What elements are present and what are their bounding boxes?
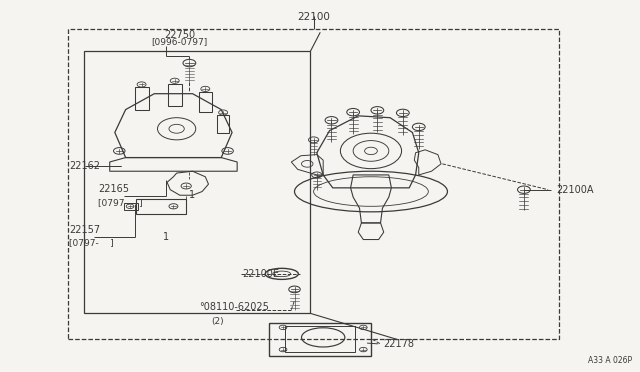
Text: 22178: 22178 [384, 339, 415, 349]
Text: 22100A: 22100A [556, 185, 593, 195]
Text: (2): (2) [212, 317, 224, 326]
Bar [168, 84, 182, 106]
Text: °08110-62025: °08110-62025 [199, 302, 269, 312]
Text: 22100E: 22100E [243, 269, 279, 279]
Bar [269, 323, 371, 356]
Bar [134, 87, 148, 110]
Text: 22750: 22750 [164, 30, 195, 40]
Text: 22100: 22100 [297, 13, 330, 22]
Bar [136, 199, 186, 214]
Text: [0797-    ]: [0797- ] [69, 238, 114, 247]
Bar [68, 29, 559, 339]
Text: 1: 1 [189, 190, 195, 200]
Text: 22157: 22157 [69, 225, 100, 235]
Text: [0996-0797]: [0996-0797] [152, 38, 208, 46]
Text: A33 A 026P: A33 A 026P [588, 356, 632, 365]
Bar [199, 92, 212, 112]
Bar [218, 115, 229, 133]
Text: 22165: 22165 [99, 184, 129, 194]
Bar [84, 51, 310, 313]
Text: 1: 1 [163, 232, 170, 242]
Text: [0797-    ]: [0797- ] [99, 198, 143, 207]
Text: 22162: 22162 [69, 161, 100, 171]
Bar [124, 203, 138, 210]
Bar [285, 326, 355, 352]
